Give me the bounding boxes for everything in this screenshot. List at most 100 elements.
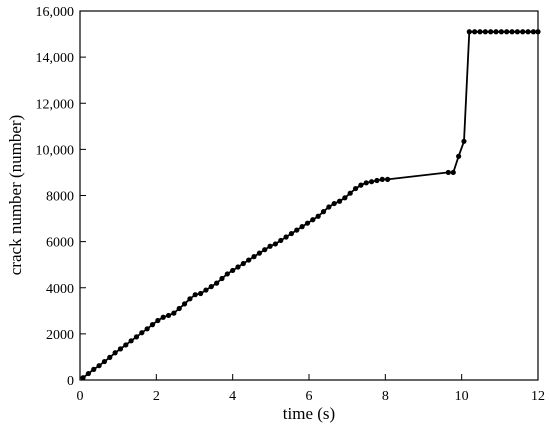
data-point [320, 209, 327, 215]
data-point [101, 358, 108, 365]
data-point [299, 224, 305, 230]
data-point [256, 250, 262, 256]
data-point [278, 237, 284, 244]
data-point [117, 346, 124, 352]
x-tick-labels: 0 2 4 6 8 10 12 [77, 389, 546, 404]
data-point [230, 267, 236, 274]
data-point [133, 334, 140, 340]
data-point [315, 213, 321, 219]
data-point [203, 287, 209, 293]
data-point [123, 342, 129, 348]
data-point [224, 271, 230, 277]
x-tick-label: 6 [306, 389, 313, 404]
series-line [82, 30, 538, 379]
data-point [208, 283, 214, 290]
y-tick-label: 6000 [46, 236, 74, 251]
data-point [240, 260, 246, 267]
data-point [192, 292, 198, 298]
data-point [525, 29, 531, 35]
y-axis-title: crack number (number) [6, 115, 25, 275]
data-point [112, 350, 118, 356]
data-point [214, 280, 220, 286]
data-point [85, 370, 91, 377]
data-point [181, 301, 188, 307]
data-point [235, 264, 241, 270]
data-point [445, 169, 451, 176]
data-point [246, 257, 252, 263]
data-point [96, 363, 102, 369]
x-tick-label: 12 [531, 389, 545, 404]
y-tick-label: 2000 [46, 328, 74, 343]
plot-frame [79, 10, 539, 381]
y-tick-label: 10,000 [36, 143, 75, 158]
data-point [363, 180, 369, 186]
data-point [304, 220, 311, 226]
data-point [187, 296, 193, 302]
data-point [288, 230, 295, 237]
data-point [482, 29, 488, 35]
y-tick-label: 16,000 [36, 5, 75, 20]
y-tick-label: 8000 [46, 190, 74, 205]
data-point [262, 247, 268, 253]
x-tick-label: 2 [153, 389, 160, 404]
data-point [461, 138, 467, 144]
data-point [368, 179, 375, 185]
data-point [176, 305, 182, 312]
data-point [472, 29, 478, 35]
data-point [336, 198, 343, 204]
data-point [358, 182, 364, 188]
data-point [251, 254, 257, 260]
data-point [530, 29, 537, 35]
data-point [342, 195, 348, 201]
data-point [283, 234, 289, 240]
x-tick-label: 10 [455, 389, 469, 404]
data-point [331, 200, 337, 207]
data-point [450, 169, 456, 176]
axis-ticks [79, 10, 539, 381]
data-point [139, 330, 145, 336]
y-tick-label: 4000 [46, 282, 74, 297]
x-tick-label: 4 [229, 389, 236, 404]
data-point [498, 29, 504, 35]
x-tick-label: 8 [382, 389, 389, 404]
y-tick-labels: 0 2000 4000 6000 8000 10,000 12,000 14,000 16,00… [36, 5, 75, 389]
data-point [219, 275, 225, 282]
data-point [267, 243, 273, 249]
data-point [385, 176, 391, 182]
data-point [504, 29, 510, 35]
data-point [488, 29, 494, 35]
data-point [352, 185, 359, 192]
y-tick-label: 0 [67, 374, 74, 389]
data-point [456, 153, 462, 159]
data-point [155, 317, 161, 324]
y-tick-label: 12,000 [36, 97, 75, 112]
data-point [509, 29, 515, 35]
x-tick-label: 0 [77, 389, 84, 404]
data-point [379, 176, 385, 182]
data-point [347, 190, 353, 196]
data-point [149, 322, 156, 328]
data-point [514, 29, 520, 35]
data-point [520, 29, 526, 35]
data-point [374, 177, 380, 184]
data-points [80, 29, 541, 381]
data-point [171, 310, 177, 316]
data-point [165, 312, 172, 319]
data-point [272, 241, 279, 247]
data-point [144, 326, 150, 332]
y-tick-label: 14,000 [36, 51, 75, 66]
data-point [294, 227, 300, 233]
data-point [310, 217, 316, 223]
data-point [91, 366, 97, 372]
data-point [80, 375, 86, 381]
data-point [477, 29, 483, 35]
data-point [198, 290, 204, 297]
data-point [326, 204, 332, 210]
x-axis-title: time (s) [283, 404, 335, 423]
data-point [535, 29, 541, 35]
data-point [160, 314, 166, 320]
data-point [493, 29, 499, 35]
data-point [107, 354, 113, 360]
data-point [466, 29, 472, 35]
